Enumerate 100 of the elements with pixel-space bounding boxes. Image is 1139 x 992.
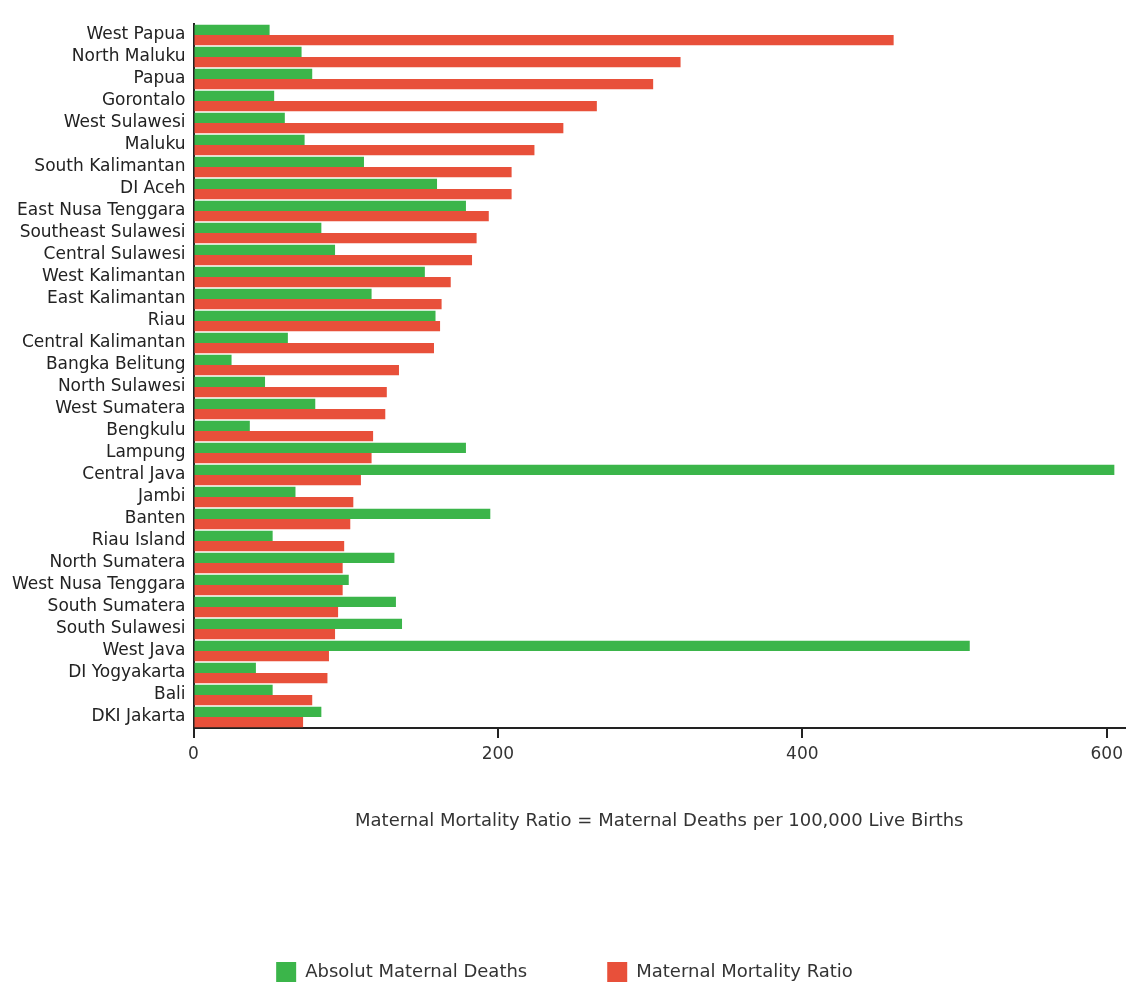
bar	[194, 409, 386, 420]
bar	[194, 618, 403, 629]
bar	[194, 145, 535, 156]
y-tick-label: West Sulawesi	[63, 111, 186, 132]
y-tick-label: Central Kalimantan	[21, 331, 186, 352]
y-tick-label: DKI Jakarta	[91, 705, 186, 726]
y-tick-label: Bali	[153, 683, 186, 704]
y-tick-label: South Sulawesi	[56, 617, 186, 638]
bar	[194, 233, 477, 244]
y-tick-label: East Nusa Tenggara	[17, 199, 186, 220]
bar	[194, 684, 273, 695]
bar	[194, 629, 336, 640]
y-tick-label: West Java	[102, 639, 186, 660]
y-tick-label: Lampung	[105, 441, 186, 462]
bar	[194, 134, 305, 145]
bar	[194, 200, 466, 211]
bar	[194, 321, 441, 332]
y-tick-label: South Kalimantan	[34, 155, 186, 176]
x-axis-title: Maternal Mortality Ratio = Maternal Deaths per 100,000 Live Births	[355, 808, 964, 830]
y-tick-label: Banten	[124, 507, 186, 528]
x-tick-label: 200	[481, 742, 515, 763]
y-tick-label: West Nusa Tenggara	[11, 573, 186, 594]
bar	[194, 299, 442, 310]
bar	[194, 24, 270, 35]
legend-label: Absolut Maternal Deaths	[305, 959, 528, 981]
y-tick-label: North Sulawesi	[57, 375, 186, 396]
y-tick-label: Central Sulawesi	[43, 243, 186, 264]
x-tick-label: 400	[786, 742, 819, 763]
bar	[194, 574, 349, 585]
bar	[194, 717, 304, 728]
y-tick-label: South Sumatera	[47, 595, 186, 616]
y-tick-label: North Sumatera	[49, 551, 186, 572]
bar	[194, 244, 336, 255]
bar	[194, 332, 288, 343]
y-tick-label: Bengkulu	[106, 419, 186, 440]
bar	[194, 123, 564, 134]
bar	[194, 442, 466, 453]
bar	[194, 387, 387, 398]
bar	[194, 607, 339, 618]
bar	[194, 365, 399, 376]
bar	[194, 640, 970, 651]
bar	[194, 519, 351, 530]
y-tick-label: DI Yogyakarta	[68, 661, 186, 682]
bar	[194, 90, 275, 101]
y-tick-label: Southeast Sulawesi	[19, 221, 186, 242]
bar	[194, 530, 273, 541]
y-tick-label: Riau	[147, 309, 186, 330]
y-tick-label: Bangka Belitung	[45, 353, 186, 374]
bar	[194, 288, 372, 299]
bar	[194, 178, 438, 189]
bar	[194, 189, 512, 200]
bar	[194, 398, 316, 409]
bar	[194, 706, 322, 717]
bar	[194, 662, 256, 673]
y-tick-label: West Papua	[86, 23, 186, 44]
y-tick-label: Jambi	[136, 485, 186, 506]
bar	[194, 68, 313, 79]
bar	[194, 420, 250, 431]
bar	[194, 651, 329, 662]
bar	[194, 343, 434, 354]
bar	[194, 354, 232, 365]
bar	[194, 453, 372, 464]
bar	[194, 112, 285, 123]
bar	[194, 211, 489, 222]
x-tick-label: 600	[1090, 742, 1123, 763]
legend-label: Maternal Mortality Ratio	[636, 959, 853, 981]
bar	[194, 475, 361, 486]
bar	[194, 673, 328, 684]
bar	[194, 255, 473, 266]
bar	[194, 46, 302, 57]
y-tick-label: Central Java	[82, 463, 186, 484]
x-tick-label: 0	[188, 742, 199, 763]
bar	[194, 695, 313, 706]
y-tick-label: Maluku	[124, 133, 186, 154]
bar	[194, 464, 1115, 475]
bar	[194, 376, 266, 387]
bar	[194, 541, 345, 552]
bar	[194, 101, 597, 112]
bar	[194, 79, 654, 90]
bar	[194, 156, 364, 167]
bar	[194, 222, 322, 233]
bar	[194, 552, 395, 563]
y-tick-label: Papua	[133, 67, 186, 88]
bar	[194, 310, 436, 321]
bar	[194, 596, 396, 607]
y-tick-label: DI Aceh	[120, 177, 186, 198]
bar	[194, 497, 354, 508]
bar	[194, 585, 343, 596]
bar	[194, 431, 374, 442]
y-tick-label: West Sumatera	[55, 397, 186, 418]
bar	[194, 486, 296, 497]
bar	[194, 277, 451, 288]
y-tick-label: East Kalimantan	[47, 287, 186, 308]
bar	[194, 563, 343, 574]
bar	[194, 266, 425, 277]
bar	[194, 508, 491, 519]
bar	[194, 167, 512, 178]
bar	[194, 57, 681, 68]
y-tick-label: Riau Island	[91, 529, 186, 550]
y-tick-label: West Kalimantan	[41, 265, 186, 286]
